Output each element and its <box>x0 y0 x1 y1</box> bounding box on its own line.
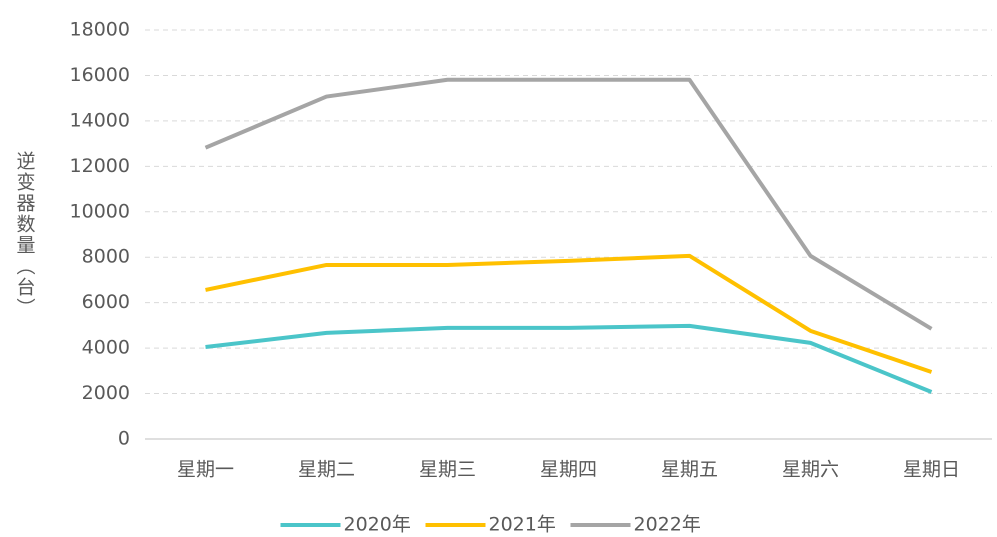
y-tick-label: 0 <box>118 428 130 450</box>
y-tick-label: 14000 <box>70 109 130 131</box>
series-line <box>205 253 933 374</box>
series-line <box>205 323 933 394</box>
y-tick-label: 16000 <box>70 64 130 86</box>
y-tick-label: 4000 <box>82 337 130 359</box>
x-tick-label: 星期六 <box>782 459 839 481</box>
legend-label: 2022年 <box>634 514 701 536</box>
x-tick-label: 星期一 <box>177 459 234 481</box>
y-tick-label: 18000 <box>70 19 130 41</box>
x-tick-label: 星期四 <box>540 459 597 481</box>
y-tick-label: 8000 <box>82 246 130 268</box>
legend-label: 2021年 <box>489 514 556 536</box>
y-tick-label: 6000 <box>82 291 130 313</box>
x-tick-label: 星期二 <box>298 459 355 481</box>
y-tick-label: 12000 <box>70 155 130 177</box>
y-tick-label: 10000 <box>70 200 130 222</box>
x-tick-label: 星期日 <box>903 459 960 481</box>
legend-label: 2020年 <box>344 514 411 536</box>
y-tick-label: 2000 <box>82 382 130 404</box>
y-axis-label: 逆变器数量（台） <box>14 151 36 319</box>
x-tick-label: 星期五 <box>661 459 718 481</box>
x-tick-label: 星期三 <box>419 459 476 481</box>
series-line <box>204 77 933 331</box>
